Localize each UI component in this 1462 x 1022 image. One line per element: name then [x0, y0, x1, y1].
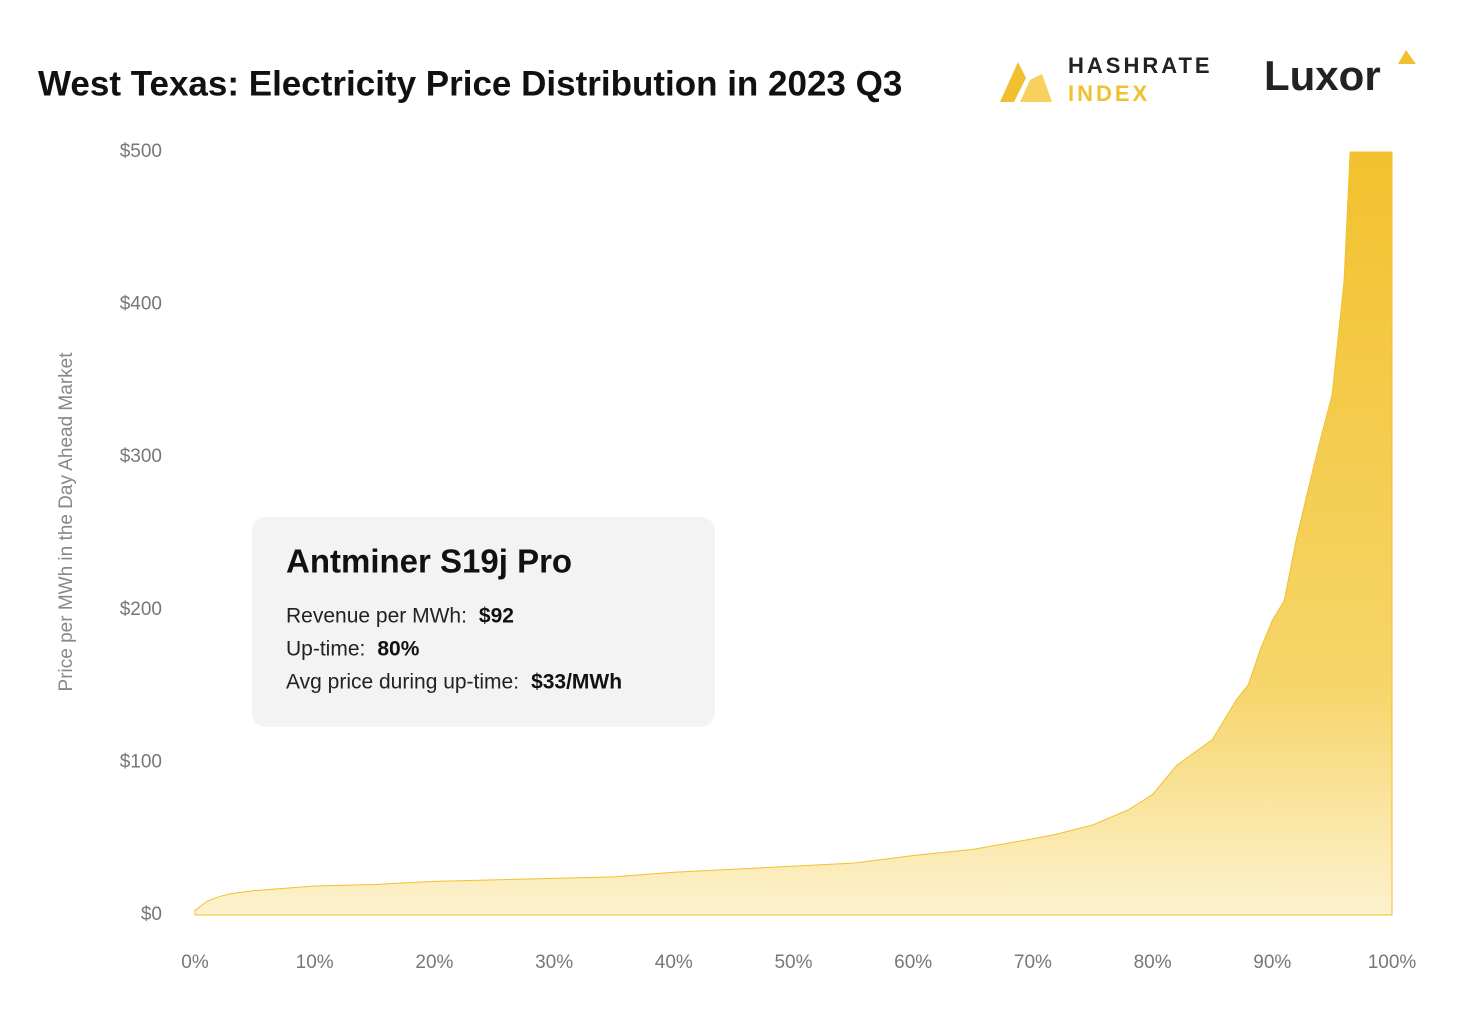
y-tick-label: $200	[120, 599, 162, 620]
x-tick-label: 100%	[1368, 952, 1417, 973]
annotation-box: Antminer S19j Pro Revenue per MWh: $92 Up-…	[252, 517, 715, 727]
area	[194, 151, 1393, 916]
luxor-logo: Luxor	[1264, 50, 1416, 99]
x-tick-label: 80%	[1134, 952, 1172, 973]
hashrate-logo: HASHRATE INDEX	[1000, 53, 1213, 106]
x-tick-label: 30%	[535, 952, 573, 973]
y-tick-label: $100	[120, 751, 162, 772]
annotation-label: Up-time:	[286, 638, 365, 661]
plot	[194, 151, 1393, 916]
annotation-lines: Revenue per MWh: $92 Up-time: 80% Avg price …	[286, 605, 622, 694]
logo-icon	[1000, 62, 1026, 102]
x-tick-label: 0%	[181, 952, 209, 973]
x-tick-label: 50%	[774, 952, 812, 973]
logo-icon	[1020, 74, 1052, 102]
logo-icon	[1398, 50, 1416, 64]
annotation-value: $33/MWh	[531, 671, 622, 694]
annotation-value: $92	[479, 605, 514, 628]
x-tick-label: 10%	[296, 952, 334, 973]
annotation-label: Revenue per MWh:	[286, 605, 467, 628]
x-tick-label: 20%	[415, 952, 453, 973]
logo-text: INDEX	[1068, 81, 1150, 106]
y-tick-label: $500	[120, 141, 162, 162]
x-tick-label: 70%	[1014, 952, 1052, 973]
logo-text: Luxor	[1264, 52, 1381, 99]
annotation-value: 80%	[377, 638, 419, 661]
x-tick-label: 60%	[894, 952, 932, 973]
annotation-bg	[252, 517, 715, 727]
chart-title: West Texas: Electricity Price Distributi…	[38, 64, 902, 103]
x-tick-label: 90%	[1253, 952, 1291, 973]
y-tick-label: $300	[120, 446, 162, 467]
x-tick-label: 40%	[655, 952, 693, 973]
annotation-label: Avg price during up-time:	[286, 671, 519, 694]
y-tick-label: $400	[120, 294, 162, 315]
logo-text: HASHRATE	[1068, 53, 1213, 78]
y-axis-label: Price per MWh in the Day Ahead Market	[56, 352, 77, 692]
y-tick-label: $0	[141, 904, 162, 925]
annotation-title: Antminer S19j Pro	[286, 543, 572, 580]
